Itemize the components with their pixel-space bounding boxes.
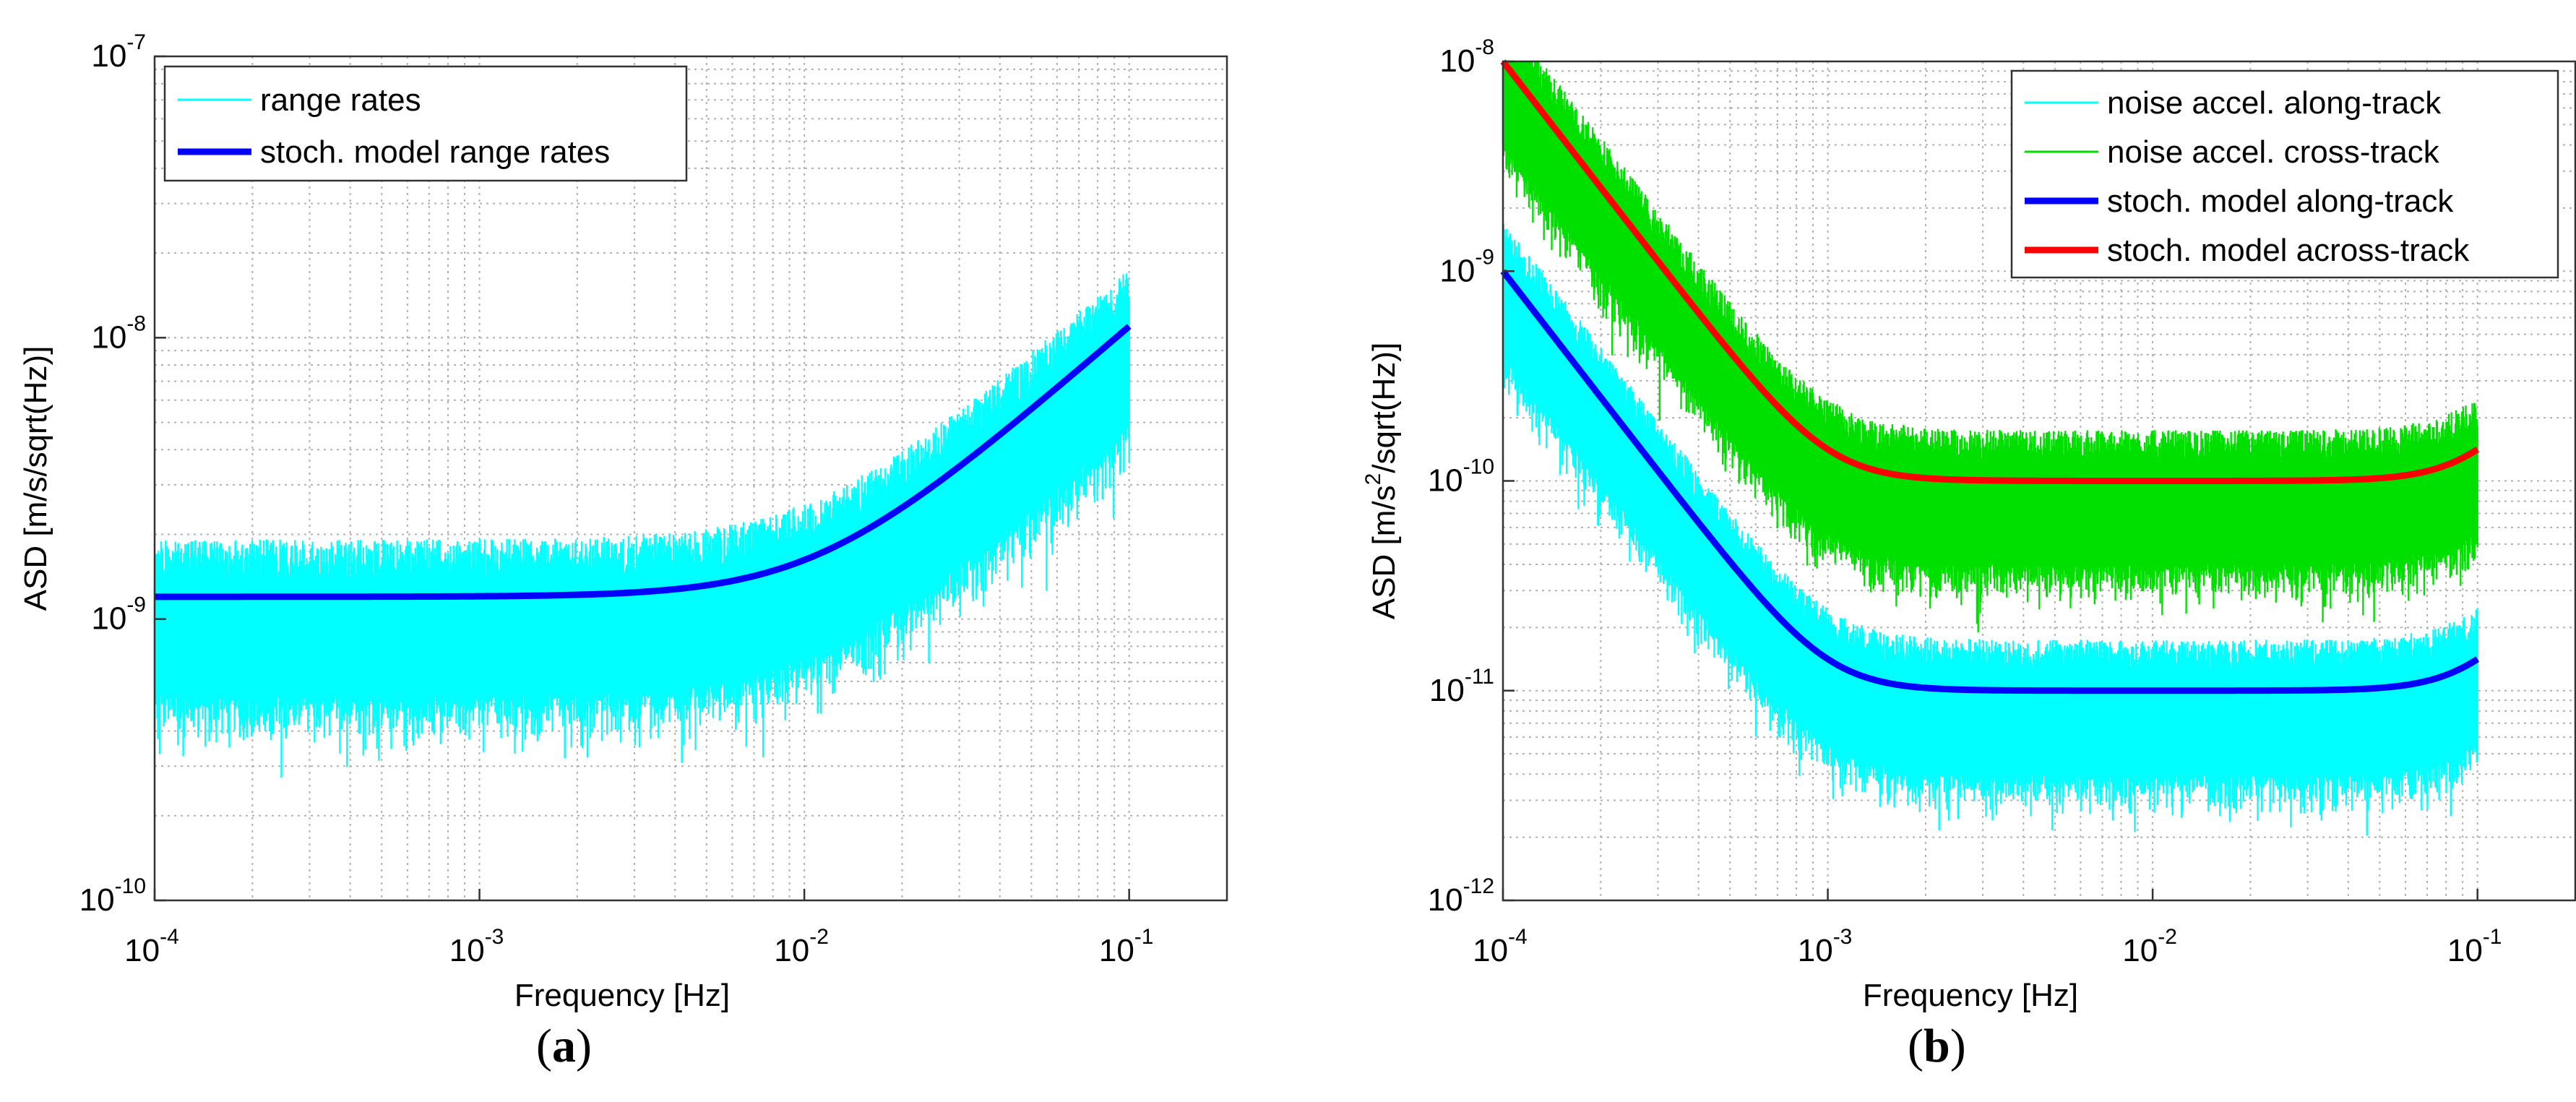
legend: noise accel. along-track noise accel. cro…: [2010, 69, 2559, 279]
series-model-along: [1500, 269, 2480, 694]
legend-entry: stoch. model across-track: [2025, 233, 2470, 268]
legend: range rates stoch. model range rates: [163, 65, 688, 182]
chart-b: 10-4 10-3 10-2 10-1 10-12 10-11 10-10 10-9 10-8 F…: [1361, 35, 2576, 1013]
y-tick-label: 10-11: [1429, 665, 1494, 708]
legend-box: [2010, 69, 2559, 279]
legend-label: range rates: [260, 82, 421, 118]
y-tick-label: 10-12: [1428, 874, 1494, 918]
legend-label: stoch. model along-track: [2107, 184, 2454, 219]
x-axis-label: Frequency [Hz]: [1863, 978, 2078, 1013]
legend-entry: noise accel. cross-track: [2025, 134, 2440, 170]
x-axis-label: Frequency [Hz]: [514, 978, 730, 1013]
plot-frame: [153, 55, 1228, 902]
x-tick-label: 10-1: [1099, 925, 1154, 968]
legend-label: stoch. model across-track: [2107, 233, 2470, 268]
legend-entry: range rates: [178, 82, 421, 118]
panel-letter-b: b: [1923, 1020, 1950, 1072]
x-tick-label: 10-3: [1798, 925, 1853, 968]
panel-label-a: (a): [536, 1020, 592, 1072]
series-model-along: [155, 324, 1132, 600]
y-axis-label: ASD [m/s2/sqrt(Hz)]: [1361, 343, 1402, 619]
y-tick-label: 10-7: [91, 30, 146, 74]
x-tick-label: 10-2: [2122, 925, 2177, 968]
series-model-across: [1500, 59, 2480, 484]
chart-a: 10-4 10-3 10-2 10-1 10-10 10-9 10-8 10-7 Frequen…: [18, 30, 1228, 1013]
legend-label: stoch. model range rates: [260, 134, 610, 170]
y-tick-label: 10-10: [1428, 455, 1494, 499]
x-tick-label: 10-2: [774, 925, 829, 968]
legend-box: [163, 65, 688, 182]
panel-label-b: (b): [1908, 1020, 1966, 1072]
y-tick-label: 10-9: [1439, 245, 1494, 288]
legend-label: noise accel. cross-track: [2107, 134, 2440, 170]
y-tick-label: 10-9: [91, 593, 146, 637]
legend-entry: stoch. model range rates: [178, 134, 610, 170]
legend-entry: stoch. model along-track: [2025, 184, 2454, 219]
x-tick-label: 10-1: [2447, 925, 2502, 968]
y-tick-label: 10-8: [1439, 35, 1494, 79]
legend-entry: noise accel. along-track: [2025, 85, 2442, 121]
legend-label: noise accel. along-track: [2107, 85, 2442, 121]
grid: [154, 56, 1228, 901]
x-tick-label: 10-3: [449, 925, 504, 968]
x-tick-label: 10-4: [124, 925, 179, 968]
y-axis-label: ASD [m/s/sqrt(Hz)]: [18, 346, 53, 611]
panel-letter-a: a: [551, 1020, 576, 1072]
x-tick-label: 10-4: [1473, 925, 1528, 968]
y-tick-label: 10-8: [91, 311, 146, 355]
y-tick-label: 10-10: [79, 874, 146, 918]
